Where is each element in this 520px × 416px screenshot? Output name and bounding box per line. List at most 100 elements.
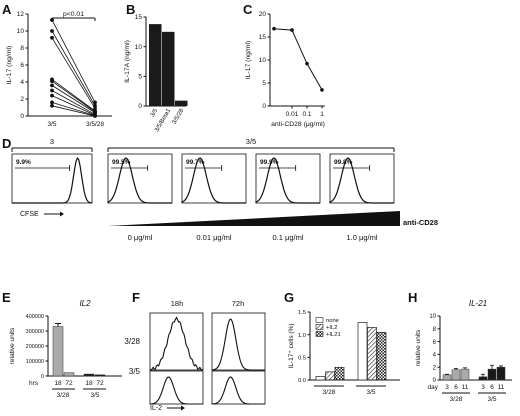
panel-f-histogram-curve bbox=[149, 376, 203, 405]
panel-e-bar bbox=[83, 373, 95, 377]
panel-g-legend-swatch bbox=[315, 317, 324, 323]
panel-b-bar bbox=[175, 100, 188, 106]
panel-c-y-tick-label: 5 bbox=[262, 80, 266, 87]
panel-c-chart: 0 5 10 15 20 IL-17 (ng/ml) 0.01 0.1 1 anti-CD28 (… bbox=[245, 11, 325, 128]
panel-label-g: G bbox=[284, 290, 294, 305]
panel-a-y-tick-label: 12 bbox=[17, 11, 25, 18]
panel-e-x-tick-label: 72 bbox=[65, 380, 73, 387]
panel-label-d: D bbox=[2, 136, 11, 151]
panel-d-gate-percent: 99.8% bbox=[334, 159, 353, 166]
panel-f-row-label: 3/28 bbox=[124, 337, 140, 346]
panel-g-chart: 0.0 0.5 1.0 1.5 IL-17⁺ cells (%) none+IL2+IL2… bbox=[288, 310, 400, 396]
panel-g-legend-label: +IL2 bbox=[326, 325, 337, 331]
panel-h-y-label: relative units bbox=[415, 329, 422, 366]
panel-d-histogram-curve bbox=[107, 157, 172, 204]
panel-label-h: H bbox=[408, 290, 417, 305]
panel-h-y-tick-label: 0 bbox=[433, 378, 437, 384]
panel-b-x-tick-label: 3/5/28 bbox=[172, 107, 186, 125]
panel-c-x-tick-label: 0.1 bbox=[302, 111, 311, 118]
panel-h-bar bbox=[460, 368, 470, 381]
panel-c-y-tick-label: 0 bbox=[262, 103, 266, 110]
panel-a-y-tick-label: 10 bbox=[17, 28, 25, 35]
panel-c-y-tick-label: 10 bbox=[259, 57, 267, 64]
panel-h-title: IL-21 bbox=[469, 299, 487, 308]
panel-e-group-label: 3/5 bbox=[90, 392, 99, 399]
panel-label-f: F bbox=[132, 290, 140, 305]
panel-h-x-tick-label: 3 bbox=[481, 384, 485, 391]
panel-f-column-label: 72h bbox=[232, 299, 245, 308]
panel-h-bar bbox=[496, 366, 506, 381]
panel-f-histogram-curve bbox=[149, 316, 204, 371]
panel-d-histogram-frame bbox=[107, 153, 173, 204]
panel-h-bar bbox=[451, 369, 461, 381]
panel-e-y-tick-label: 300000 bbox=[26, 329, 44, 335]
panel-d-gate-percent: 99.5% bbox=[112, 159, 131, 166]
panel-b-bar bbox=[149, 24, 162, 106]
panel-h-x-row-label: day bbox=[428, 384, 439, 391]
panel-g-bar bbox=[367, 327, 377, 381]
panel-b-y-tick-label: 15 bbox=[135, 14, 143, 21]
panel-f-histogram-frame bbox=[149, 312, 204, 371]
panel-a-point bbox=[50, 35, 54, 40]
panel-d-group-label: 3/5 bbox=[246, 137, 256, 146]
panel-g-legend-swatch bbox=[315, 324, 324, 330]
panel-e-x-row-label: hrs bbox=[29, 380, 39, 387]
panel-a-y-tick-label: 0 bbox=[20, 113, 24, 120]
panel-d-dose-label: 0 μg/ml bbox=[128, 233, 153, 242]
panel-h-y-tick-label: 2 bbox=[433, 365, 437, 371]
panel-a-y-label: IL-17 (ng/ml) bbox=[6, 46, 13, 85]
panel-d-histogram-frame bbox=[181, 153, 247, 204]
panel-a-pair-line bbox=[51, 90, 96, 115]
panel-g-y-tick-label: 1.0 bbox=[298, 333, 306, 339]
panel-e-bar bbox=[94, 374, 106, 377]
panel-d-gate-percent: 9.9% bbox=[16, 159, 31, 166]
panel-g-legend-label: none bbox=[326, 318, 339, 324]
panel-g-legend-label: +IL21 bbox=[326, 332, 341, 338]
panel-g-group-label: 3/5 bbox=[366, 389, 375, 396]
panel-d-dose-label: 1.0 μg/ml bbox=[347, 233, 378, 242]
panel-b-bar bbox=[162, 31, 175, 106]
panel-g-group-label: 3/28 bbox=[323, 389, 336, 396]
panel-a-point bbox=[50, 79, 54, 84]
panel-c-point bbox=[305, 61, 309, 66]
panel-a-pair-line bbox=[51, 95, 96, 116]
panel-d-gate-percent: 99.9% bbox=[260, 159, 279, 166]
panel-h-group-label: 3/28 bbox=[450, 396, 463, 403]
panel-a-point bbox=[50, 29, 54, 33]
panel-d-histogram-curve bbox=[12, 156, 93, 204]
panel-e-y-tick-label: 200000 bbox=[26, 344, 44, 350]
panel-c-y-label: IL-17 (ng/ml) bbox=[245, 41, 252, 80]
panel-e-bar bbox=[63, 372, 75, 377]
panel-g-bar bbox=[376, 332, 387, 381]
panel-c-series-line bbox=[273, 28, 323, 91]
panel-h-bar bbox=[487, 368, 497, 381]
panel-d-histogram-frame bbox=[329, 153, 395, 204]
panel-a-pair-line bbox=[51, 102, 96, 116]
panel-d-x-label: CFSE bbox=[20, 211, 39, 218]
panel-g-y-tick-label: 0.5 bbox=[298, 356, 306, 362]
panel-h-x-tick-label: 11 bbox=[462, 384, 469, 391]
panel-d-dose-label: 0.01 μg/ml bbox=[196, 233, 232, 242]
panel-f-histogram-frame bbox=[149, 370, 204, 405]
panel-a-pair-line bbox=[51, 79, 96, 112]
panel-d-group-label: 3 bbox=[50, 137, 54, 146]
panel-a-pair-line bbox=[51, 85, 96, 113]
panel-f-histogram-frame bbox=[211, 370, 266, 405]
panel-h-x-tick-label: 11 bbox=[498, 384, 505, 391]
panel-d-gate-percent: 99.7% bbox=[186, 159, 205, 166]
panel-e-x-tick-label: 18 bbox=[85, 380, 93, 387]
panel-h-x-tick-label: 3 bbox=[445, 384, 449, 391]
panel-g-bar bbox=[325, 371, 335, 381]
panel-e-chart: 0 100000 200000 300000 400000 relative units I… bbox=[9, 299, 122, 399]
panel-e-y-tick-label: 0 bbox=[41, 374, 44, 380]
panel-a-point bbox=[50, 93, 54, 98]
panel-a-pair-line bbox=[51, 30, 96, 106]
panel-h-y-tick-label: 10 bbox=[429, 314, 436, 320]
panel-g-legend-swatch bbox=[315, 331, 324, 337]
panel-f-column-label: 18h bbox=[171, 299, 184, 308]
panel-d-chart: 3 3/5 9.9% 99.5% 99.7% 99.9% 99.8% CFSE anti-CD2… bbox=[11, 137, 438, 242]
panel-b-y-label: IL-17A (ng/ml) bbox=[124, 40, 131, 83]
panel-label-e: E bbox=[2, 290, 11, 305]
